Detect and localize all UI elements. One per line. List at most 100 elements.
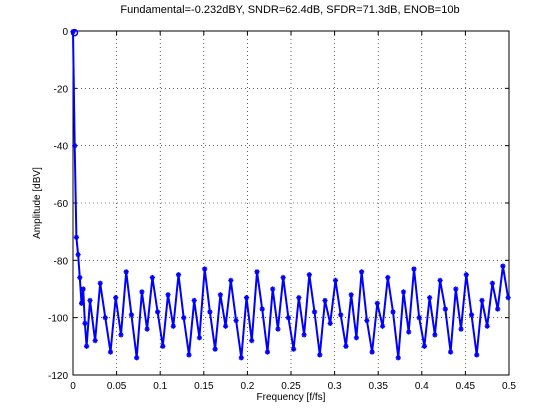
data-point-marker [270,286,276,292]
data-point-marker [291,346,297,352]
x-tick-label: 0.2 [240,381,254,392]
y-tick-label: -120 [48,371,68,382]
data-point-marker [75,252,81,258]
data-point-marker [202,266,208,272]
data-point-marker [458,326,464,332]
data-point-marker [416,315,422,321]
data-point-marker [474,352,480,358]
data-point-marker [400,289,407,295]
data-point-marker [113,295,119,301]
data-point-marker [411,266,417,272]
data-point-marker [77,274,83,281]
data-point-marker [181,315,187,321]
y-tick-label: -60 [54,199,69,210]
x-tick-label: 0.45 [456,381,476,392]
data-point-marker [160,343,166,349]
data-point-marker [489,280,496,286]
data-point-marker [80,286,86,292]
data-point-marker [107,349,114,355]
data-point-marker [228,277,234,283]
data-point-marker [118,332,124,338]
y-tick-label: -100 [48,314,68,325]
data-point-marker [479,297,485,304]
data-point-marker [427,295,433,301]
data-point-marker [296,295,302,301]
data-point-marker [395,355,401,361]
data-point-marker [406,329,412,335]
data-point-marker [102,315,108,321]
data-point-marker [453,286,459,292]
data-point-marker [447,349,454,355]
data-point-marker [154,309,161,315]
data-point-marker [317,352,323,358]
data-point-marker [327,320,333,326]
data-point-marker [191,297,197,304]
data-point-marker [332,277,339,283]
data-point-marker [70,29,76,35]
data-point-marker [369,349,375,355]
y-tick-label: -20 [54,84,69,95]
data-point-marker [311,309,318,315]
data-point-marker [92,338,98,344]
data-point-marker [364,317,370,324]
y-axis-label: Amplitude [dBV] [32,167,43,239]
data-point-marker [149,274,155,281]
data-point-marker [134,355,140,361]
x-tick-label: 0 [70,381,76,392]
x-tick-label: 0.35 [368,381,388,392]
data-point-marker [264,349,271,355]
data-point-marker [500,263,506,269]
x-axis-label: Frequency [f/fs] [257,392,326,403]
data-point-marker [495,306,501,312]
data-point-marker [343,343,349,349]
data-point-marker [322,297,328,304]
data-point-marker [243,295,250,301]
data-point-marker [72,143,78,149]
series-line [72,31,510,359]
data-point-marker [207,309,213,315]
data-point-marker [338,312,344,318]
data-point-marker [484,323,490,329]
x-tick-label: 0.25 [281,381,301,392]
data-point-marker [82,320,88,326]
data-point-marker [275,326,281,332]
data-point-marker [212,346,218,352]
y-tick-label: 0 [62,27,68,38]
x-tick-label: 0.15 [194,381,214,392]
data-point-marker [97,280,103,286]
data-point-marker [385,274,391,281]
data-point-marker [437,277,443,283]
y-tick-label: -80 [54,256,69,267]
data-point-marker [217,292,223,298]
data-point-marker [186,352,192,358]
data-point-marker [259,306,265,312]
spectrum-series [70,28,511,361]
data-point-marker [254,269,260,275]
data-point-marker [463,272,469,278]
data-point-marker [280,274,286,281]
fundamental-marker [70,28,79,37]
data-point-marker [123,269,129,275]
x-axis-ticks: 0 0.05 0.1 0.15 0.2 0.25 0.3 0.35 0.4 0.45 0.5 [70,31,516,392]
data-point-marker [78,300,85,306]
data-point-marker [238,355,244,361]
data-point-marker [249,338,255,344]
data-point-marker [128,312,135,318]
y-axis-ticks: 0 -20 -40 -60 -80 -100 -120 [48,27,509,382]
data-point-marker [390,309,396,315]
data-point-marker [359,269,365,275]
data-point-marker [379,323,386,329]
x-tick-label: 0.05 [107,381,127,392]
chart-title: Fundamental=-0.232dBY, SNDR=62.4dB, SFDR… [120,4,459,16]
data-point-marker [442,306,448,312]
data-point-marker [87,297,93,304]
data-point-marker [432,332,438,338]
data-point-marker [233,317,239,324]
data-point-marker [175,272,182,278]
data-point-marker [285,315,291,321]
data-point-marker [505,295,511,301]
data-point-marker [165,292,171,298]
data-point-marker [84,343,90,349]
x-tick-label: 0.3 [328,381,342,392]
